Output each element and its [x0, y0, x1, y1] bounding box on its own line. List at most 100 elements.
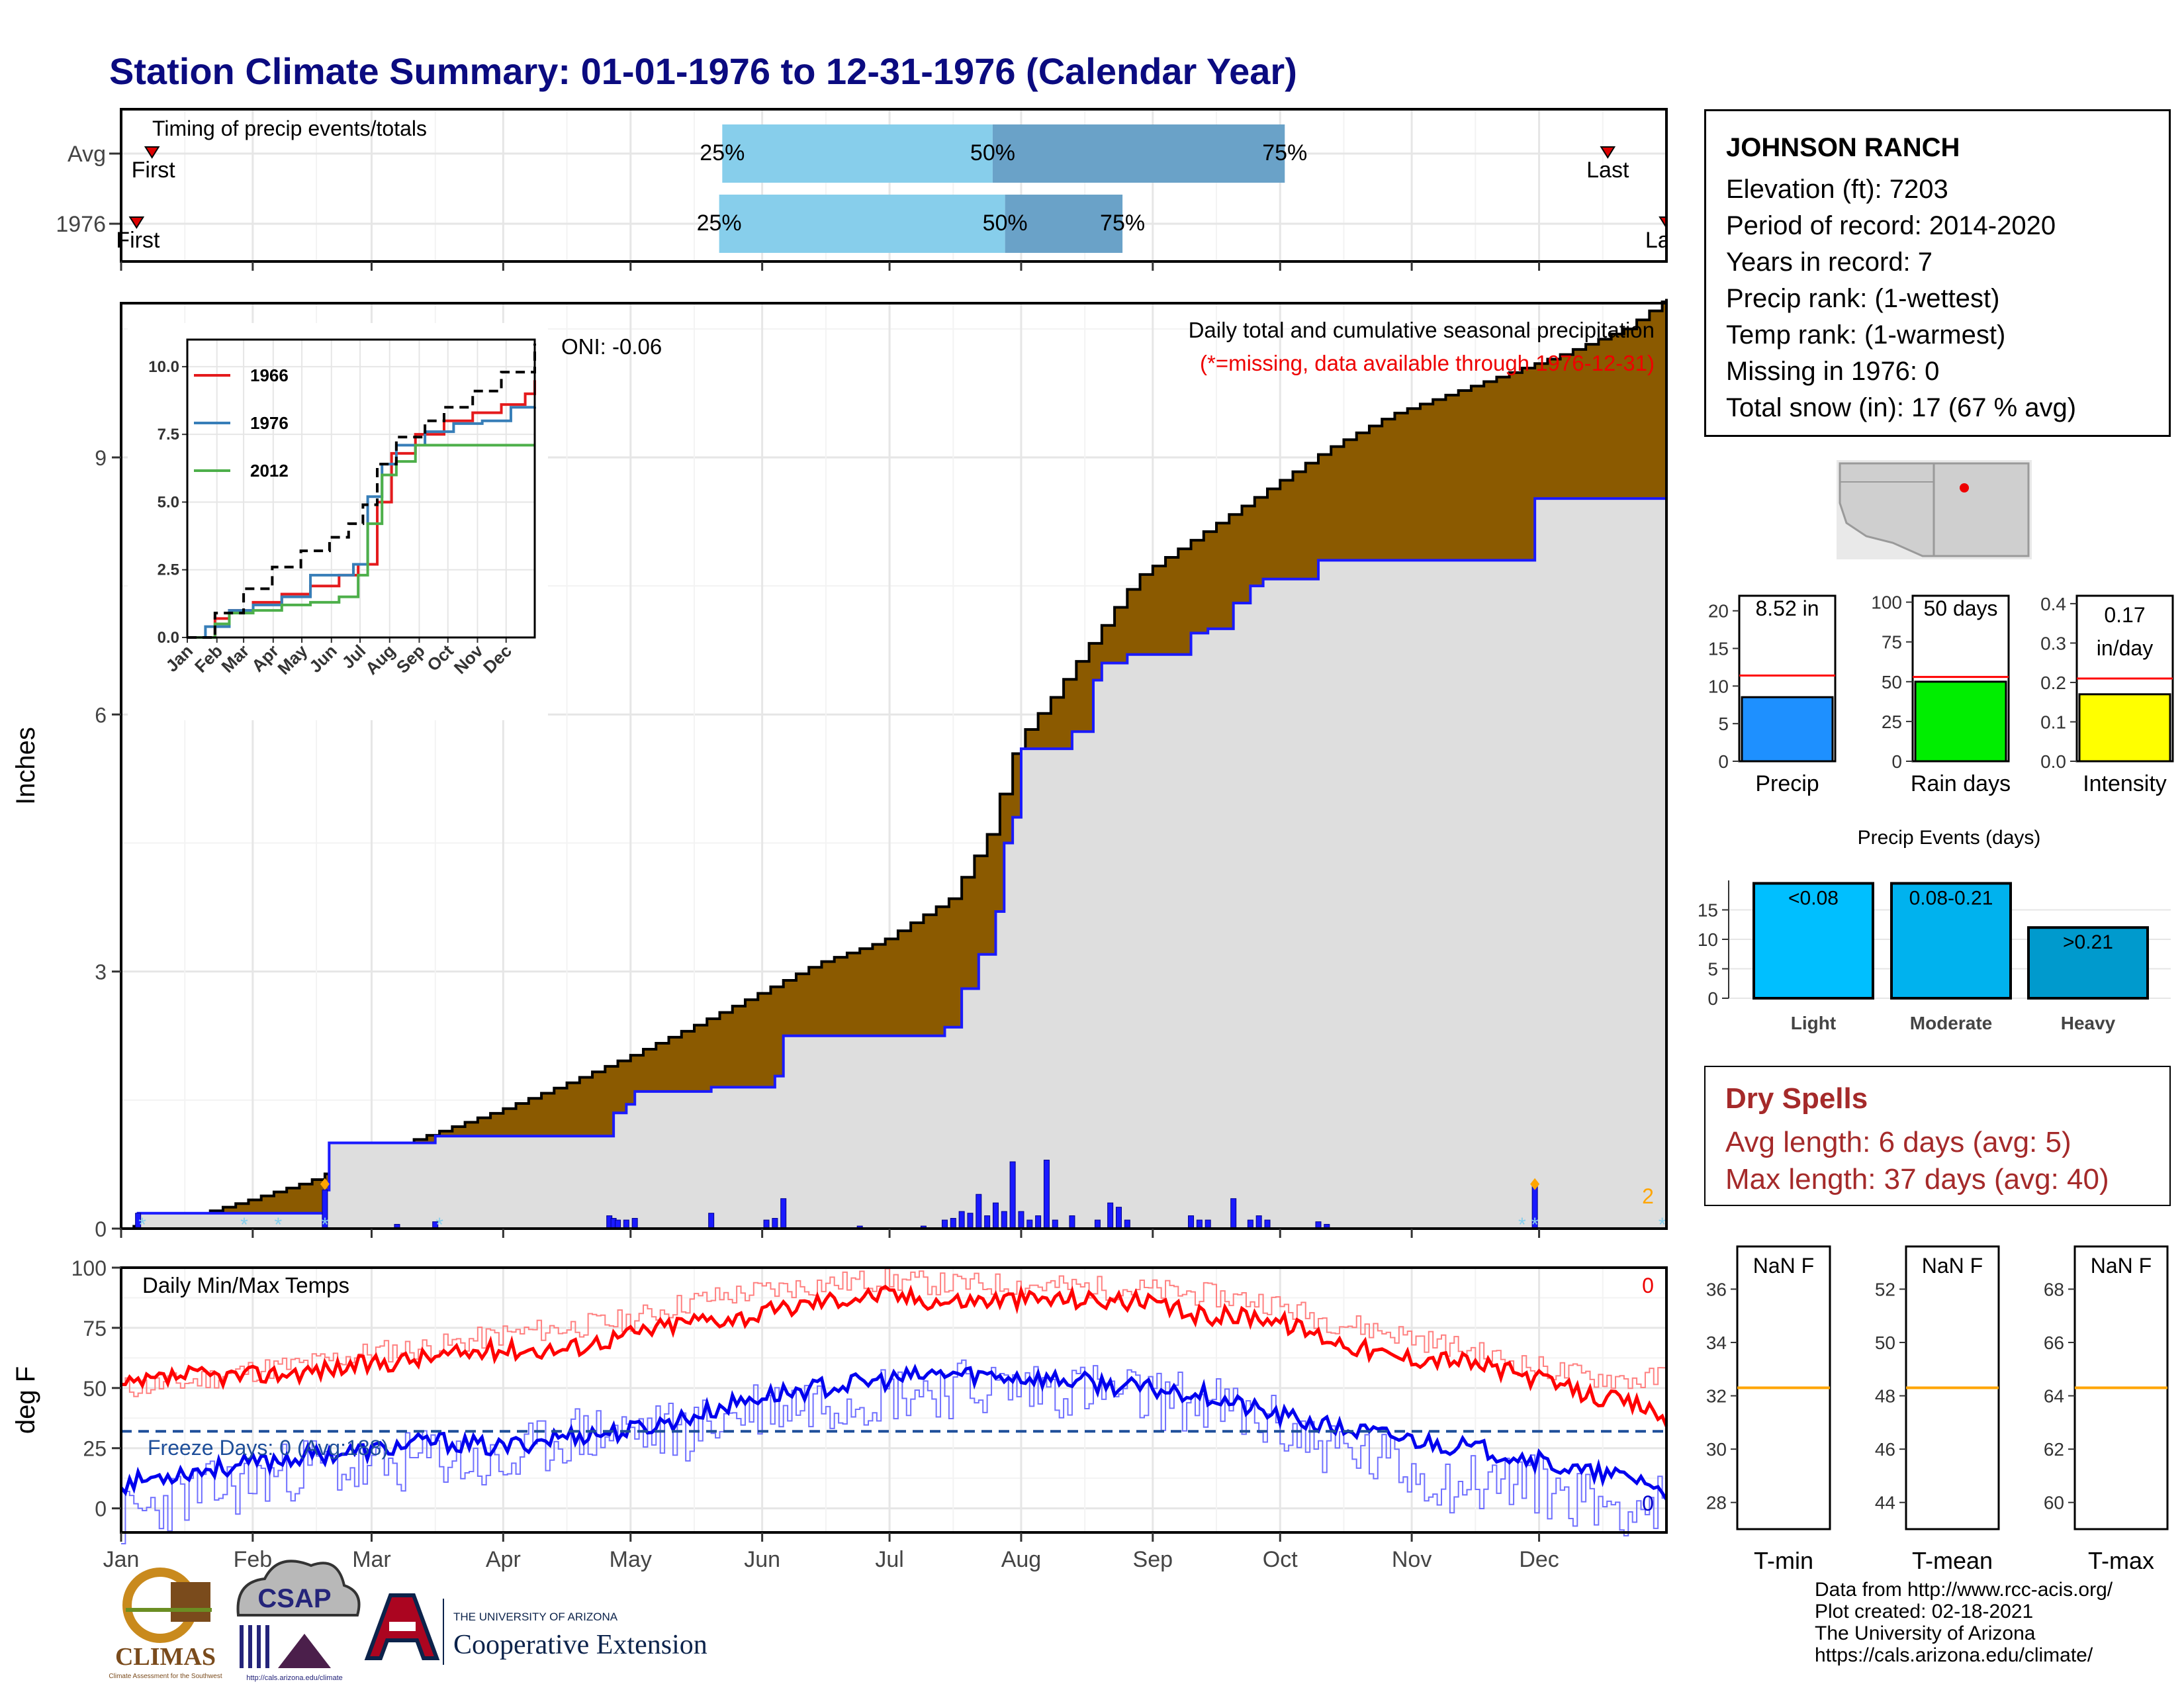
precip-panel-border: [120, 302, 1668, 1230]
summary-bar-tick-label: 20: [1708, 601, 1729, 622]
temp-box-tick-label: 50: [1875, 1333, 1895, 1353]
timing-p75-label: 75%: [1100, 211, 1145, 236]
first-event-marker: [128, 216, 145, 229]
timing-bar-25-50: [719, 195, 1005, 253]
temp-box-tick-label: 32: [1706, 1386, 1727, 1407]
summary-bar-value: 50 days: [1923, 596, 1997, 620]
timing-bar-50-75: [1005, 195, 1123, 253]
month-axis-label: Sep: [1133, 1547, 1173, 1572]
temp-box-tick-label: 60: [2044, 1493, 2064, 1513]
timing-row-label: 1976: [56, 212, 106, 237]
footer-university: The University of Arizona: [1815, 1622, 2036, 1644]
daily-precip-bar: [950, 1217, 956, 1229]
events-y-tick-label: 0: [1707, 988, 1718, 1009]
station-years: Years in record: 7: [1726, 248, 1933, 277]
events-y-tick-label: 10: [1698, 929, 1718, 950]
max-temp-missing-count: 0: [1642, 1274, 1654, 1297]
timing-p50-label: 50%: [983, 211, 1028, 236]
summary-bar-label: Intensity: [2083, 771, 2167, 796]
daily-precip-bar: [1001, 1211, 1007, 1229]
inset-y-tick-label: 7.5: [158, 426, 179, 444]
summary-bar-fill: [1914, 680, 2007, 763]
timing-p50-label: 50%: [970, 140, 1015, 165]
daily-precip-bar: [967, 1213, 974, 1229]
precip-events-title: Precip Events (days): [1858, 827, 2041, 849]
daily-precip-bar: [984, 1215, 991, 1229]
temp-panel-label: Daily Min/Max Temps: [142, 1273, 349, 1297]
inset-y-tick-label: 10.0: [148, 358, 179, 376]
event-bar: [2027, 926, 2149, 1000]
precip-y-tick-label: 0: [95, 1217, 107, 1241]
climas-logo-icon: [171, 1582, 210, 1622]
temp-box-tick-label: 68: [2044, 1279, 2064, 1299]
temp-y-tick-label: 100: [71, 1256, 107, 1280]
snow-asterisk-marker: *: [240, 1214, 248, 1236]
daily-precip-bar: [1018, 1211, 1024, 1229]
month-axis-label: Jul: [875, 1547, 903, 1572]
summary-bar-value: 8.52 in: [1755, 596, 1819, 620]
month-axis-label: Apr: [486, 1547, 521, 1572]
event-bar-label: Light: [1791, 1013, 1836, 1033]
snow-asterisk-marker: *: [1659, 1214, 1666, 1236]
footer-credits: Data from http://www.rcc-acis.org/ Plot …: [1815, 1579, 2113, 1666]
station-period: Period of record: 2014-2020: [1726, 211, 2056, 240]
climas-logo-subtext: Climate Assessment for the Southwest: [109, 1673, 222, 1680]
daily-precip-bar: [708, 1213, 715, 1229]
temp-box-tick-label: 52: [1875, 1279, 1895, 1299]
dry-spells-max: Max length: 37 days (avg: 40): [1725, 1163, 2109, 1196]
temp-box-label: T-min: [1754, 1547, 1813, 1574]
summary-bar-label: Precip: [1755, 771, 1819, 796]
snow-event-marker: [1530, 1178, 1540, 1190]
timing-first-label: First: [116, 228, 160, 253]
timing-edge-cover: [1668, 109, 1694, 261]
snow-asterisk-marker: *: [1531, 1214, 1539, 1236]
summary-bar-label: Rain days: [1911, 771, 2011, 796]
temp-box-label: T-max: [2088, 1547, 2154, 1574]
temp-box-tick-label: 48: [1875, 1386, 1895, 1407]
climas-logo-text: CLIMAS: [115, 1643, 216, 1671]
summary-bar-tick-label: 0.0: [2040, 751, 2066, 772]
observed-cumulative-area: [121, 498, 1666, 1229]
inset-border: [186, 338, 536, 639]
observed-cumulative-line: [121, 497, 1666, 1230]
station-name: JOHNSON RANCH: [1726, 133, 1960, 162]
temp-box-tick-label: 64: [2044, 1386, 2064, 1407]
timing-first-label: First: [132, 158, 176, 183]
min-temp-missing-count: 0: [1642, 1491, 1654, 1515]
timing-panel-border: [120, 108, 1668, 263]
avg-min-temp-line: [121, 1359, 1667, 1544]
snow-count-label: 2: [1642, 1184, 1654, 1208]
snow-event-marker: [320, 1178, 330, 1190]
oni-label: ONI: -0.06: [561, 334, 662, 359]
station-location-marker: [1960, 483, 1969, 492]
precip-y-tick-label: 9: [95, 446, 107, 470]
summary-bar-tick-label: 0.1: [2040, 712, 2066, 732]
inset-y-tick-label: 2.5: [158, 561, 179, 579]
temp-y-tick-label: 0: [95, 1497, 107, 1521]
summary-bar-tick-label: 5: [1718, 714, 1729, 734]
last-event-marker: [1600, 146, 1616, 159]
precip-y-tick-label: 6: [95, 703, 107, 727]
month-axis-label: Oct: [1263, 1547, 1298, 1572]
temp-box-tick-label: 46: [1875, 1439, 1895, 1460]
snow-asterisk-marker: *: [1518, 1214, 1526, 1236]
timing-bar-50-75: [992, 124, 1285, 183]
temp-box-tick-label: 30: [1706, 1439, 1727, 1460]
min-temp-1976-line: [120, 1363, 1668, 1501]
temp-y-tick-label: 50: [83, 1377, 107, 1401]
snow-asterisk-marker: *: [138, 1214, 146, 1236]
temp-box-tick-label: 62: [2044, 1439, 2064, 1460]
daily-precip-bar: [772, 1217, 778, 1229]
summary-bar-tick-label: 100: [1871, 592, 1902, 613]
temp-box-tick-label: 34: [1706, 1333, 1727, 1353]
month-axis-label: Aug: [1001, 1547, 1042, 1572]
daily-precip-bar: [1043, 1159, 1050, 1229]
month-axis-label: Jun: [744, 1547, 780, 1572]
snow-asterisk-marker: *: [435, 1214, 443, 1236]
temp-box-tick-label: 36: [1706, 1279, 1727, 1299]
event-bar: [1752, 882, 1874, 1000]
events-y-tick-label: 15: [1698, 900, 1718, 921]
snow-asterisk-marker: *: [275, 1214, 283, 1236]
csap-logo-text: CSAP: [257, 1584, 331, 1613]
